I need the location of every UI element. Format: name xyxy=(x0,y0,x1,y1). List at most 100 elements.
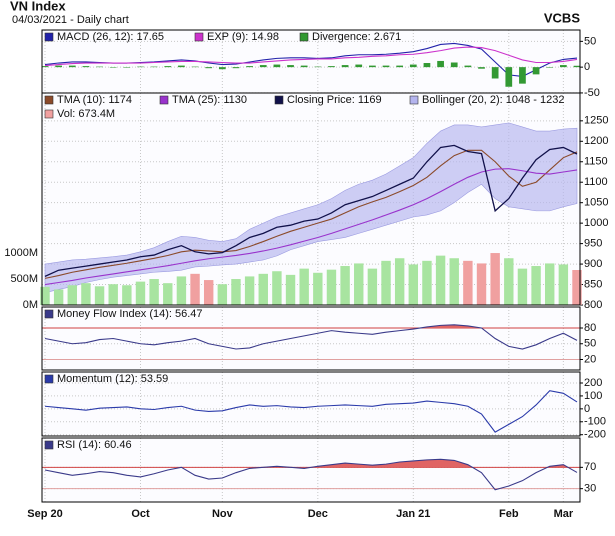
volume-bar xyxy=(340,266,350,305)
volume-bar xyxy=(67,285,77,305)
volume-bar xyxy=(81,283,91,305)
legend-swatch xyxy=(44,109,54,119)
volume-bar xyxy=(272,271,282,305)
series-line xyxy=(44,390,578,433)
legend-label: TMA (10): 1174 xyxy=(57,94,132,106)
divergence-bar xyxy=(396,65,404,68)
x-tick-label: Sep 20 xyxy=(27,508,62,520)
volume-bar xyxy=(545,263,555,305)
divergence-bar xyxy=(218,67,226,70)
y-tick-label: -100 xyxy=(584,416,606,428)
divergence-bar xyxy=(232,67,240,69)
x-tick-label: Oct xyxy=(131,508,150,520)
y-tick-label: 70 xyxy=(584,461,596,473)
divergence-bar xyxy=(55,65,63,68)
divergence-bar xyxy=(478,67,485,69)
volume-bar xyxy=(381,260,391,305)
volume-bar xyxy=(476,263,487,305)
legend-label: Divergence: 2.671 xyxy=(312,31,401,43)
divergence-bar xyxy=(519,67,526,84)
volume-bar xyxy=(122,285,132,305)
legend-swatch xyxy=(159,95,169,105)
volume-bar xyxy=(135,281,146,305)
divergence-bar xyxy=(287,65,294,68)
y-tick-label: 100 xyxy=(584,390,602,402)
panel-border xyxy=(41,306,581,371)
legend-label: Closing Price: 1169 xyxy=(287,94,382,106)
volume-bar xyxy=(285,274,296,305)
volume-bar xyxy=(149,279,159,305)
legend-swatch xyxy=(44,95,54,105)
divergence-bar xyxy=(178,65,185,68)
divergence-bar xyxy=(355,64,363,68)
divergence-bar xyxy=(369,65,376,68)
chart-title: VN Index xyxy=(10,0,66,13)
divergence-bar xyxy=(314,66,322,68)
divergence-bar xyxy=(546,67,554,68)
bollinger-band xyxy=(44,122,578,294)
y-tick-label: 50 xyxy=(584,35,596,47)
divergence-bar xyxy=(341,65,349,68)
divergence-bar xyxy=(137,66,144,68)
y2-tick-label: 1000M xyxy=(4,247,38,259)
volume-bar xyxy=(572,270,582,305)
panel-background xyxy=(42,438,580,502)
y-tick-label: 20 xyxy=(584,353,596,365)
legend-swatch xyxy=(44,309,54,319)
divergence-bar xyxy=(205,67,213,69)
volume-bar xyxy=(408,264,419,305)
volume-bar xyxy=(367,268,378,305)
y-tick-label: 950 xyxy=(584,238,602,250)
volume-bar xyxy=(231,279,241,305)
volume-bar xyxy=(203,280,214,305)
divergence-bar xyxy=(82,66,90,68)
divergence-bar xyxy=(109,67,117,68)
x-tick-label: Feb xyxy=(499,508,519,520)
divergence-bar xyxy=(68,65,76,68)
divergence-bar xyxy=(150,66,158,68)
volume-bar xyxy=(299,268,309,305)
volume-bar xyxy=(53,289,64,305)
volume-bar xyxy=(313,272,323,305)
volume-bar xyxy=(354,263,364,305)
volume-bar xyxy=(163,283,173,305)
divergence-bar xyxy=(96,66,103,68)
x-tick-label: Mar xyxy=(554,508,574,520)
y-tick-label: 30 xyxy=(584,483,596,495)
source: VCBS xyxy=(544,10,580,25)
volume-bar xyxy=(558,264,569,305)
legend-swatch xyxy=(194,32,204,42)
y-tick-label: 0 xyxy=(584,61,590,73)
series-line xyxy=(44,458,578,491)
legend-label: RSI (14): 60.46 xyxy=(57,439,132,451)
series-line xyxy=(44,144,578,277)
volume-bar xyxy=(394,258,405,305)
volume-bar xyxy=(258,273,268,305)
legend-label: EXP (9): 14.98 xyxy=(207,31,279,43)
volume-bar xyxy=(422,260,432,305)
y-tick-label: 80 xyxy=(584,322,596,334)
y-tick-label: 1000 xyxy=(584,217,608,229)
y-tick-label: 1250 xyxy=(584,115,608,127)
legend-label: Money Flow Index (14): 56.47 xyxy=(57,308,203,320)
series-line xyxy=(44,324,578,350)
volume-bar xyxy=(217,284,228,305)
divergence-bar xyxy=(300,65,308,68)
panel-border xyxy=(41,371,581,437)
legend-label: Momentum (12): 53.59 xyxy=(57,373,168,385)
legend-label: Bollinger (20, 2): 1048 - 1232 xyxy=(422,94,564,106)
volume-bar xyxy=(517,268,528,305)
overbought-fill xyxy=(263,459,569,468)
y2-tick-label: 500M xyxy=(10,273,38,285)
chart-subtitle: 04/03/2021 - Daily chart xyxy=(12,14,129,26)
series-line xyxy=(44,168,578,286)
volume-bar xyxy=(244,276,255,305)
panel-border xyxy=(41,92,581,306)
divergence-bar xyxy=(259,65,267,68)
y-tick-label: -200 xyxy=(584,429,606,441)
legend-swatch xyxy=(44,440,54,450)
volume-bar xyxy=(40,286,50,305)
divergence-bar xyxy=(532,67,540,75)
legend-label: Vol: 673.4M xyxy=(57,108,115,120)
